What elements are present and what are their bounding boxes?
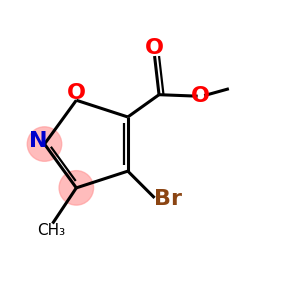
- Text: O: O: [145, 38, 164, 58]
- Text: Br: Br: [154, 189, 182, 209]
- Text: CH₃: CH₃: [37, 224, 65, 238]
- Text: O: O: [191, 86, 210, 106]
- Circle shape: [59, 171, 94, 205]
- Text: O: O: [67, 83, 86, 103]
- Circle shape: [27, 127, 62, 161]
- Text: N: N: [29, 131, 48, 151]
